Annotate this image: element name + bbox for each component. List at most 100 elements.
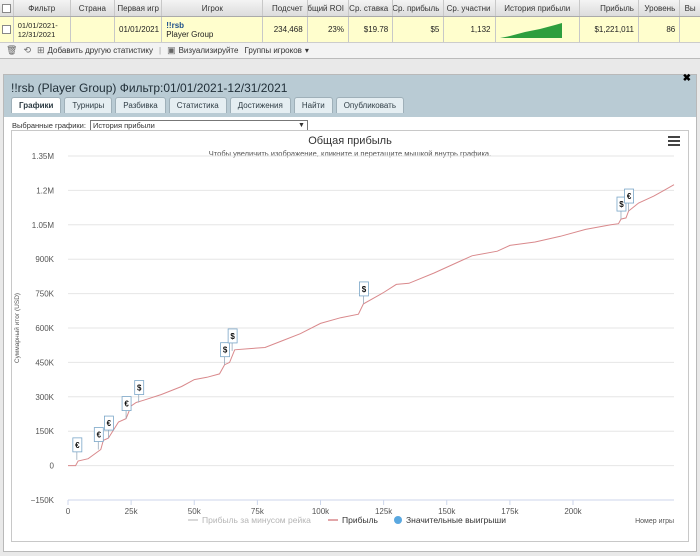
visualize-button[interactable]: ▣ Визуализируйте: [167, 45, 238, 56]
chart-menu-icon[interactable]: [668, 136, 680, 148]
big-win-flag[interactable]: €: [93, 427, 104, 450]
big-win-flag[interactable]: $: [134, 380, 145, 403]
y-tick-label: 150K: [35, 427, 54, 436]
row-profit: $1,221,011: [580, 17, 639, 42]
tab-statistics[interactable]: Статистика: [168, 97, 227, 113]
x-tick-label: 150k: [438, 507, 456, 516]
big-win-flag[interactable]: €: [104, 415, 114, 439]
col-extra[interactable]: Вы: [684, 3, 696, 13]
visualize-label: Визуализируйте: [178, 46, 239, 55]
sparkline-chart: [499, 22, 562, 38]
tab-charts[interactable]: Графики: [11, 97, 62, 113]
y-tick-label: 750K: [35, 290, 54, 299]
x-tick-label: 25k: [125, 507, 139, 516]
big-win-flag[interactable]: €: [121, 396, 132, 419]
big-win-flag[interactable]: €: [72, 437, 83, 460]
y-tick-label: 1.05M: [32, 221, 55, 230]
row-avg-participants: 1,132: [444, 17, 496, 42]
x-tick-label: 0: [66, 507, 71, 516]
legend-label-net: Прибыль за минусом рейка: [202, 515, 311, 525]
big-win-flag[interactable]: $: [616, 196, 627, 220]
panel-title: !!rsb (Player Group) Фильтр:01/01/2021-1…: [11, 81, 288, 95]
results-table: Фильтр Страна Первая игр Игрок Подсчет О…: [0, 0, 700, 59]
table-row[interactable]: 01/01/2021-12/31/2021 01/01/2021 !!rsb P…: [0, 17, 700, 43]
player-name-link[interactable]: !!rsb: [166, 20, 185, 30]
y-tick-label: 0: [50, 462, 55, 471]
big-win-flag[interactable]: $: [227, 328, 238, 351]
tab-achievements[interactable]: Достижения: [229, 97, 291, 113]
table-toolbar: 🗑 ⟲ ⊞ Добавить другую статистику | ▣ Виз…: [0, 43, 700, 58]
add-stat-label: Добавить другую статистику: [47, 46, 153, 55]
flag-label: $: [223, 346, 228, 355]
x-tick-label: 75k: [251, 507, 265, 516]
y-tick-label: −150K: [31, 496, 55, 505]
col-player[interactable]: Игрок: [162, 0, 264, 16]
player-groups-label: Группы игроков: [244, 46, 302, 55]
player-groups-dropdown[interactable]: Группы игроков ▾: [244, 46, 308, 55]
tab-tournaments[interactable]: Турниры: [64, 97, 113, 113]
series-line-profit[interactable]: [68, 184, 675, 467]
legend-label-profit: Прибыль: [342, 515, 379, 525]
flag-label: $: [619, 200, 624, 209]
trash-icon[interactable]: 🗑: [6, 45, 18, 55]
flags-layer: €€€€$$$$$€: [72, 188, 634, 460]
row-extra: [680, 17, 700, 42]
legend-item-profit[interactable]: Прибыль: [328, 515, 379, 525]
x-tick-label: 100k: [312, 507, 330, 516]
refresh-icon[interactable]: ⟲: [23, 45, 31, 55]
tab-find[interactable]: Найти: [293, 97, 333, 113]
row-first-game: 01/01/2021: [115, 17, 163, 42]
col-filter[interactable]: Фильтр: [14, 0, 71, 16]
profit-chart[interactable]: Общая прибыль Чтобы увеличить изображени…: [12, 131, 688, 541]
x-tick-label: 125k: [375, 507, 393, 516]
col-country[interactable]: Страна: [71, 0, 116, 16]
y-gridlines: −150K 0 150K 300K 450K 600K 750K 900K 1.05M 1.2M 1…: [31, 152, 674, 505]
col-avg-profit[interactable]: Ср. прибыль: [393, 0, 445, 16]
col-avg-stake[interactable]: Ср. ставка: [349, 0, 394, 16]
player-group-label: Player Group: [166, 29, 214, 39]
row-avg-stake: $19.78: [349, 17, 394, 42]
col-roi[interactable]: Общий ROI: [308, 0, 349, 16]
tab-publish[interactable]: Опубликовать: [335, 97, 404, 113]
chart-title: Общая прибыль: [308, 135, 392, 147]
separator: |: [158, 46, 162, 55]
y-tick-label: 450K: [35, 358, 54, 367]
image-icon: ▣: [167, 45, 176, 55]
legend-label-wins: Значительные выигрыши: [406, 515, 506, 525]
big-win-flag[interactable]: $: [359, 281, 369, 304]
close-icon[interactable]: ✖: [682, 73, 691, 84]
row-profit-sparkline[interactable]: [496, 17, 580, 42]
row-filter: 01/01/2021-12/31/2021: [14, 17, 71, 42]
col-profit-history[interactable]: История прибыли: [496, 0, 580, 16]
col-count[interactable]: Подсчет: [263, 0, 308, 16]
tab-breakdown[interactable]: Разбивка: [115, 97, 166, 113]
x-axis: 0 25k 50k 75k 100k 125k 150k 175k 200k: [66, 499, 674, 516]
flag-label: $: [230, 332, 235, 341]
chevron-down-icon: ▼: [298, 122, 305, 129]
row-checkbox[interactable]: [0, 17, 14, 42]
chart-selector-label: Выбранные графики:: [12, 121, 86, 130]
select-all-checkbox[interactable]: [0, 0, 14, 16]
legend-item-big-wins[interactable]: Значительные выигрыши: [394, 515, 506, 525]
row-level: 86: [639, 17, 681, 42]
x-tick-label: 175k: [501, 507, 519, 516]
flag-label: €: [97, 431, 102, 440]
flag-label: €: [124, 400, 129, 409]
y-tick-label: 300K: [35, 393, 54, 402]
chart-container[interactable]: Общая прибыль Чтобы увеличить изображени…: [11, 130, 689, 542]
add-stat-button[interactable]: ⊞ Добавить другую статистику: [37, 45, 153, 56]
panel-header: !!rsb (Player Group) Фильтр:01/01/2021-1…: [4, 73, 696, 117]
x-axis-label: Номер игры: [635, 518, 674, 525]
y-tick-label: 900K: [35, 255, 54, 264]
legend-item-net-profit[interactable]: Прибыль за минусом рейка: [188, 515, 311, 525]
add-column-icon: ⊞: [36, 45, 45, 55]
col-level[interactable]: Уровень: [639, 0, 681, 16]
col-first-game[interactable]: Первая игр: [115, 0, 163, 16]
row-roi: 23%: [308, 17, 349, 42]
big-win-flag[interactable]: $: [220, 342, 230, 365]
col-avg-participants[interactable]: Ср. участни: [444, 0, 496, 16]
row-player[interactable]: !!rsb Player Group: [162, 17, 264, 42]
chart-selector-value: История прибыли: [92, 121, 155, 130]
big-win-flag[interactable]: €: [624, 188, 634, 212]
col-profit[interactable]: Прибыль: [580, 0, 639, 16]
